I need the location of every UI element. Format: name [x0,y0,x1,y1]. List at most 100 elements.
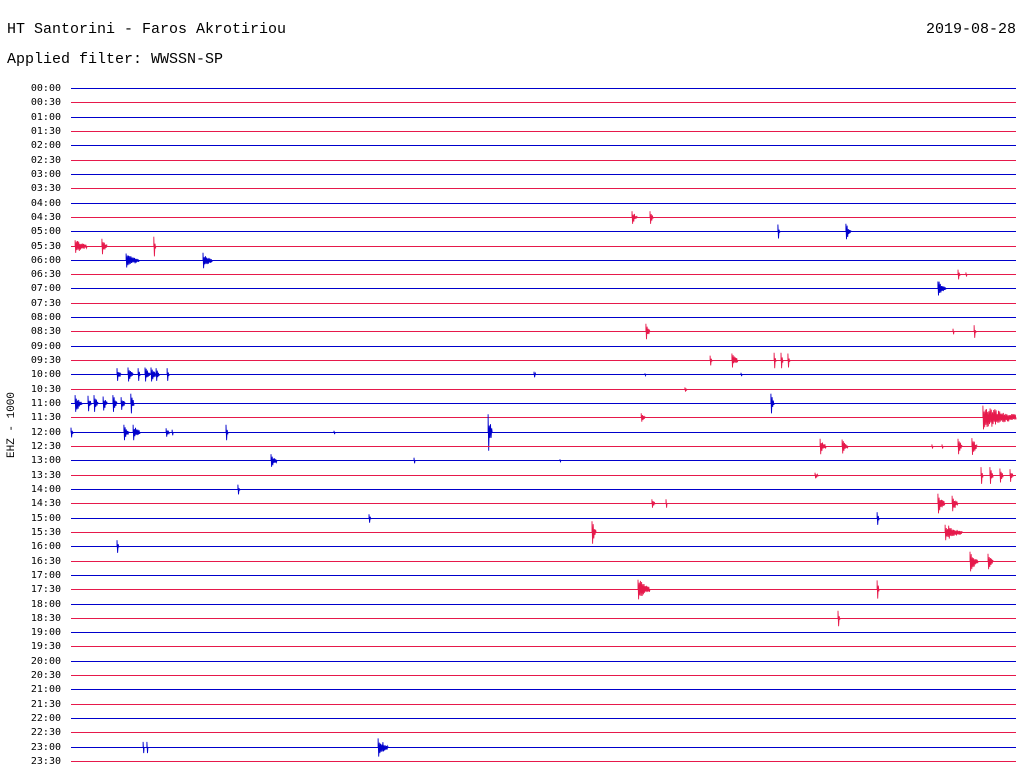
time-label: 04:00 [31,198,61,209]
seismic-event [413,457,416,464]
trace-row: 00:00 [31,83,1016,94]
seismic-event [773,352,777,369]
seismic-event [999,468,1004,483]
seismic-event [876,580,880,599]
time-label: 10:30 [31,384,61,395]
time-label: 12:00 [31,427,61,438]
seismic-event [116,540,120,553]
time-label: 11:30 [31,412,61,423]
time-label: 09:30 [31,355,61,366]
seismic-event [533,371,537,378]
seismic-event [787,353,791,368]
trace-row: 02:30 [31,155,1016,166]
seismic-event [202,252,213,269]
trace-row: 10:30 [31,384,1016,395]
seismic-event [740,372,743,377]
seismic-event [93,395,99,412]
trace-row: 04:30 [31,211,1016,224]
time-label: 12:30 [31,441,61,452]
seismic-event [165,428,170,437]
trace-row: 11:30 [31,405,1017,430]
seismic-event [709,355,713,366]
time-label: 21:00 [31,684,61,695]
trace-row: 17:30 [31,579,1016,600]
time-label: 20:30 [31,670,61,681]
seismic-event [987,553,994,570]
seismic-event [957,269,961,280]
seismic-event [171,429,174,436]
seismic-event [937,281,947,296]
seismic-event [989,467,994,484]
seismic-event [130,393,135,414]
seismic-event [333,430,336,435]
trace-row: 09:30 [31,352,1016,369]
seismic-event [944,524,963,541]
seismic-event [637,579,651,600]
time-label: 14:00 [31,484,61,495]
trace-row: 13:30 [31,467,1016,484]
trace-row: 17:00 [31,570,1016,581]
seismic-event [225,424,229,441]
seismic-event [980,467,984,484]
seismic-event [127,367,134,382]
seismic-event [982,405,1017,430]
trace-row: 10:00 [31,367,1016,382]
seismic-event [640,413,646,422]
seismic-event [70,427,74,438]
time-label: 19:00 [31,627,61,638]
time-label: 18:00 [31,599,61,610]
time-label: 02:00 [31,140,61,151]
trace-row: 15:00 [31,512,1016,525]
seismic-event [591,521,597,544]
time-label: 23:30 [31,756,61,767]
seismic-event [665,499,668,508]
seismic-event [270,454,278,467]
trace-row: 06:30 [31,269,1016,280]
trace-row: 19:30 [31,641,1016,652]
time-label: 18:30 [31,613,61,624]
seismic-event [102,396,108,411]
time-label: 07:30 [31,298,61,309]
time-label: 06:30 [31,269,61,280]
trace-row: 01:00 [31,112,1016,123]
time-label: 11:00 [31,398,61,409]
trace-row: 07:30 [31,298,1016,309]
trace-row: 05:00 [31,223,1016,240]
trace-row: 03:00 [31,169,1016,180]
trace-row: 11:00 [31,393,1016,414]
seismic-event [155,368,160,381]
trace-row: 03:30 [31,183,1016,194]
seismic-event [951,495,959,512]
seismic-event [731,353,739,368]
trace-row: 06:00 [31,252,1016,269]
seismic-event [644,373,647,378]
time-label: 15:00 [31,513,61,524]
time-label: 04:30 [31,212,61,223]
time-label: 02:30 [31,155,61,166]
seismic-event [937,493,946,514]
trace-row: 14:30 [31,493,1016,514]
trace-row: 23:00 [31,738,1016,757]
seismic-event [87,395,92,412]
seismic-event [952,328,955,335]
seismic-event [166,368,170,381]
seismic-event [112,395,118,412]
seismic-event [101,238,108,255]
seismic-event [116,368,122,381]
time-label: 01:00 [31,112,61,123]
seismic-event [876,512,880,525]
seismic-event [814,472,819,479]
time-label: 10:00 [31,369,61,380]
seismic-event [645,323,651,340]
seismic-event [237,484,241,495]
time-label: 03:00 [31,169,61,180]
trace-row: 12:00 [31,414,1016,451]
trace-row: 00:30 [31,97,1016,108]
seismic-event [120,397,126,410]
time-label: 17:30 [31,584,61,595]
time-label: 03:30 [31,183,61,194]
seismic-event [368,514,372,523]
time-label: 20:00 [31,656,61,667]
time-label: 13:30 [31,470,61,481]
